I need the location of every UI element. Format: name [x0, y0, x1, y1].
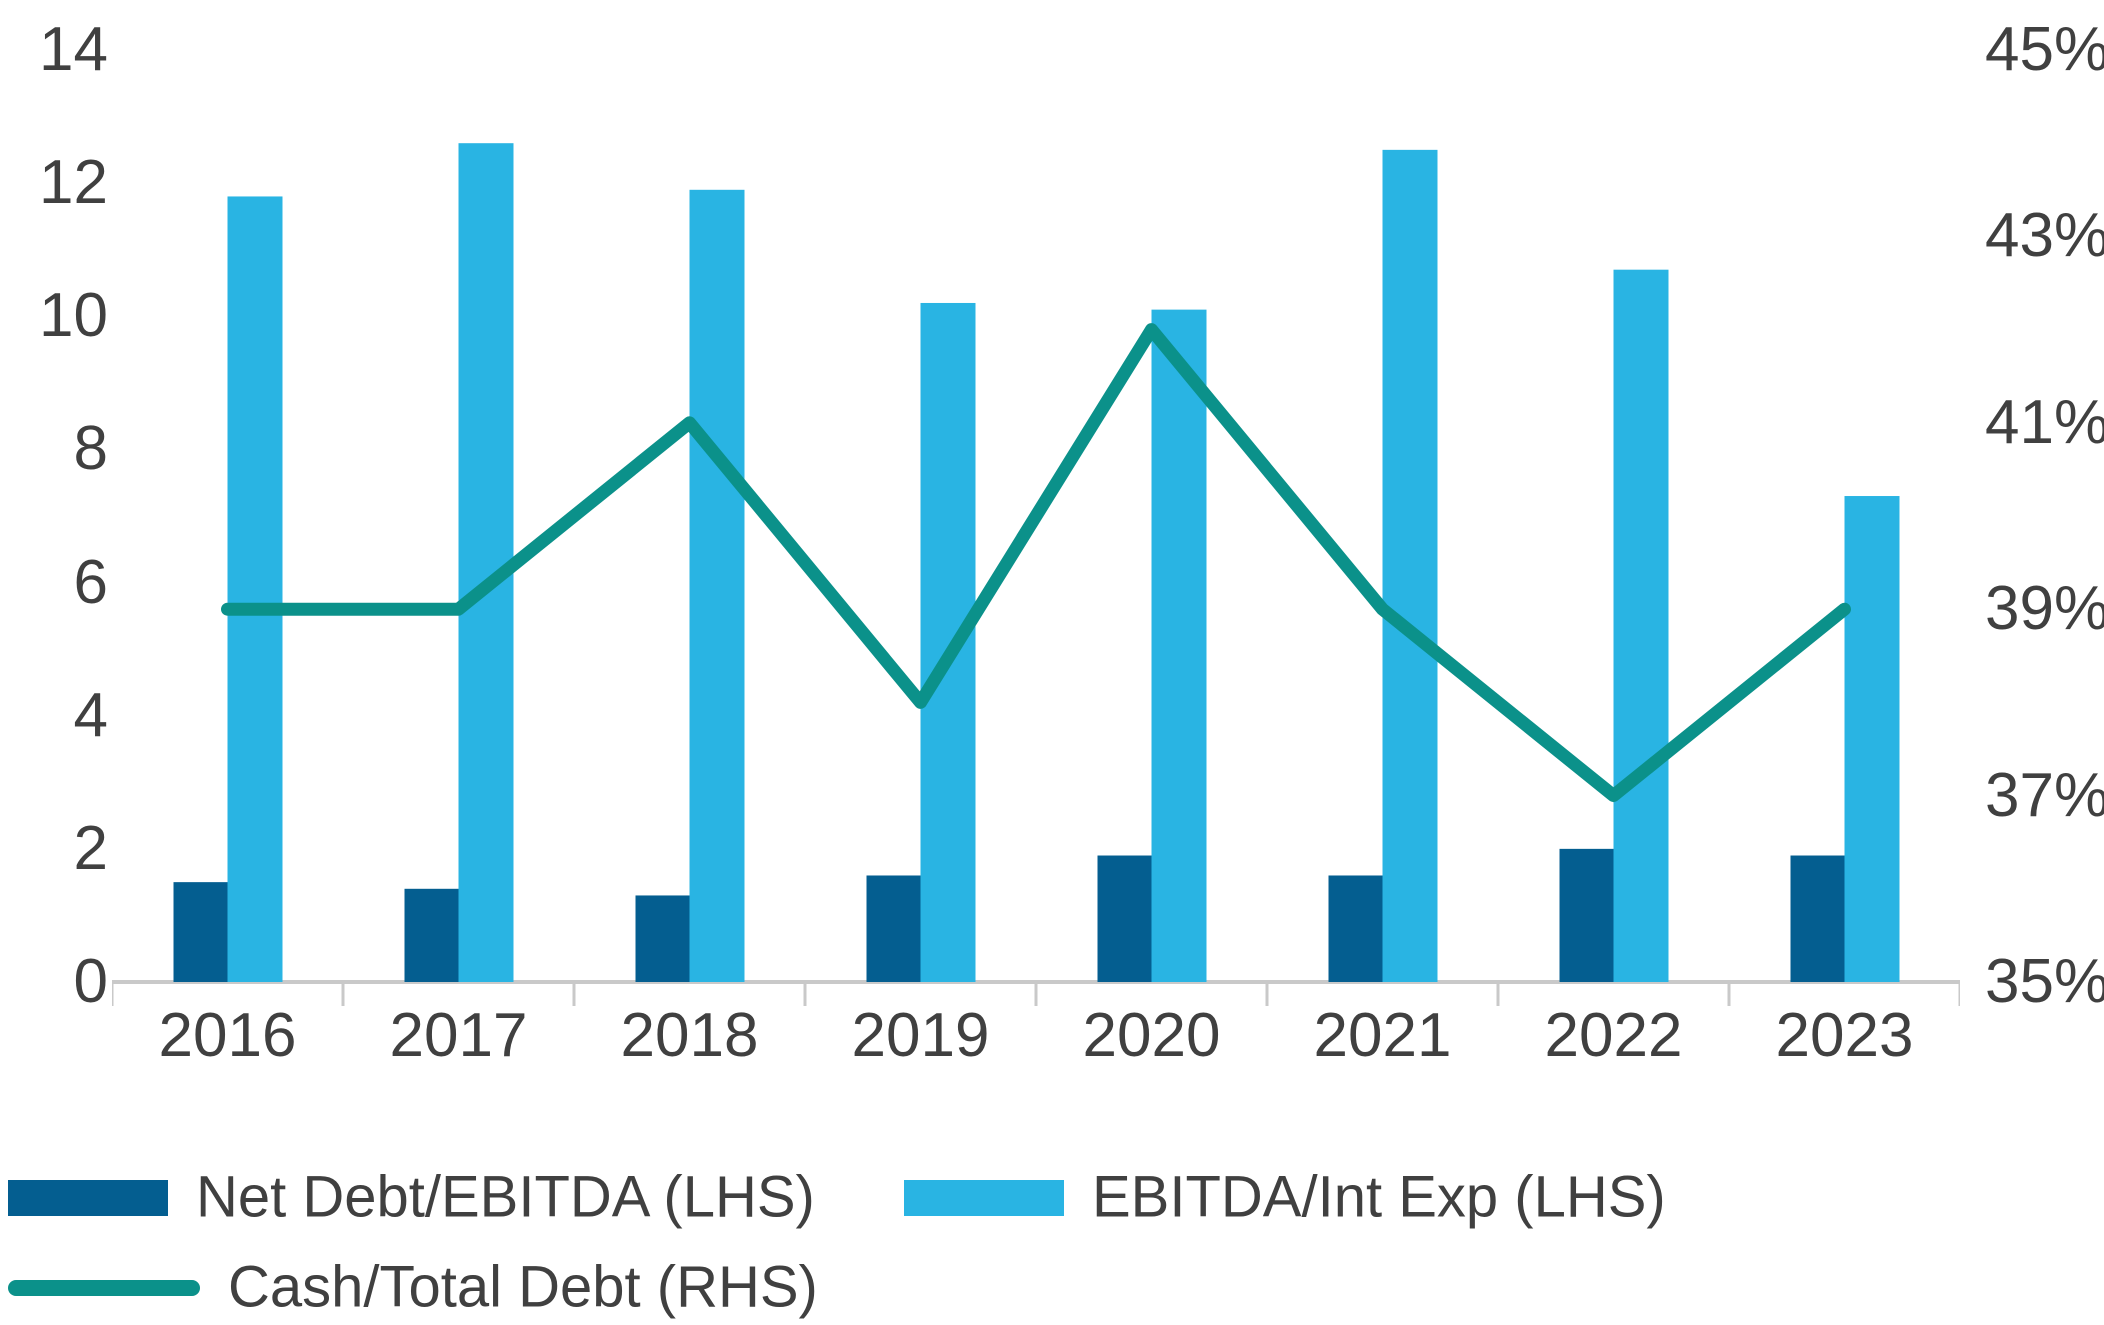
legend-label-cash-total-debt: Cash/Total Debt (RHS)	[228, 1254, 818, 1320]
net-debt-ebitda-bar-2018	[635, 895, 690, 982]
left-axis-tick-label: 12	[39, 148, 108, 218]
right-axis-tick-label: 37%	[1985, 760, 2104, 830]
right-axis-tick-label: 39%	[1985, 574, 2104, 644]
net-debt-ebitda-bar-2017	[404, 888, 459, 982]
legend-item-net-debt-ebitda: Net Debt/EBITDA (LHS)	[8, 1158, 815, 1230]
x-axis-label-2017: 2017	[389, 1001, 528, 1070]
left-axis-tick-label: 6	[73, 547, 108, 617]
ebitda-int-exp-bar-2018	[689, 189, 745, 983]
net-debt-ebitda-bar-2021	[1328, 875, 1383, 982]
x-axis-label-2016: 2016	[158, 1001, 297, 1070]
net-debt-ebitda-bar-2016	[173, 882, 228, 982]
plot-area	[112, 143, 1960, 1006]
right-axis-tick-label: 43%	[1985, 201, 2104, 271]
right-axis-tick-label: 35%	[1985, 947, 2104, 1016]
cash-total-debt-swatch	[8, 1279, 200, 1296]
cash-total-debt-line	[221, 323, 1851, 803]
net-debt-ebitda-swatch	[8, 1179, 168, 1216]
right-axis-tick-label: 45%	[1985, 15, 2104, 84]
ebitda-int-exp-bar-2016	[227, 196, 283, 982]
net-debt-ebitda-bar-2023	[1790, 855, 1845, 982]
ebitda-int-exp-bar-2021	[1382, 149, 1438, 982]
legend-item-cash-total-debt: Cash/Total Debt (RHS)	[8, 1248, 818, 1320]
left-axis-tick-label: 0	[73, 947, 108, 1016]
x-axis-label-2022: 2022	[1544, 1001, 1683, 1070]
legend-item-ebitda-int-exp: EBITDA/Int Exp (LHS)	[904, 1158, 1666, 1230]
ebitda-int-exp-bar-2022	[1613, 269, 1669, 982]
ebitda-int-exp-bar-2020	[1151, 309, 1207, 983]
ebitda-int-exp-bar-2017	[458, 143, 514, 982]
net-debt-ebitda-bar-2022	[1559, 848, 1614, 982]
ebitda-int-exp-swatch	[904, 1179, 1064, 1216]
x-axis-label-2018: 2018	[620, 1001, 759, 1070]
left-axis-tick-label: 10	[39, 281, 108, 351]
left-axis-tick-label: 2	[73, 813, 108, 883]
left-axis-tick-label: 4	[73, 680, 108, 750]
x-axis-label-2020: 2020	[1082, 1001, 1221, 1070]
net-debt-ebitda-bar-2020	[1097, 855, 1152, 982]
legend-label-ebitda-int-exp: EBITDA/Int Exp (LHS)	[1092, 1164, 1666, 1230]
x-axis: 2016 2017 2018 2019 2020 2021 2022 2023	[112, 1000, 1960, 1072]
net-debt-ebitda-bar-2019	[866, 875, 921, 982]
left-axis-tick-label: 14	[39, 15, 108, 84]
legend-label-net-debt-ebitda: Net Debt/EBITDA (LHS)	[196, 1164, 815, 1230]
left-axis: 0 2 4 6 8 10 12 14	[0, 19, 108, 1013]
x-axis-label-2023: 2023	[1775, 1001, 1914, 1070]
right-axis-tick-label: 41%	[1985, 387, 2104, 457]
ebitda-int-exp-bar-2019	[920, 302, 976, 982]
legend: Net Debt/EBITDA (LHS) EBITDA/Int Exp (LH…	[0, 1140, 2104, 1325]
x-axis-label-2019: 2019	[851, 1001, 990, 1070]
right-axis: 35% 37% 39% 41% 43% 45%	[1985, 19, 2104, 1013]
ebitda-int-exp-bar-2023	[1844, 496, 1900, 982]
x-axis-label-2021: 2021	[1313, 1001, 1452, 1070]
left-axis-tick-label: 8	[73, 414, 108, 484]
